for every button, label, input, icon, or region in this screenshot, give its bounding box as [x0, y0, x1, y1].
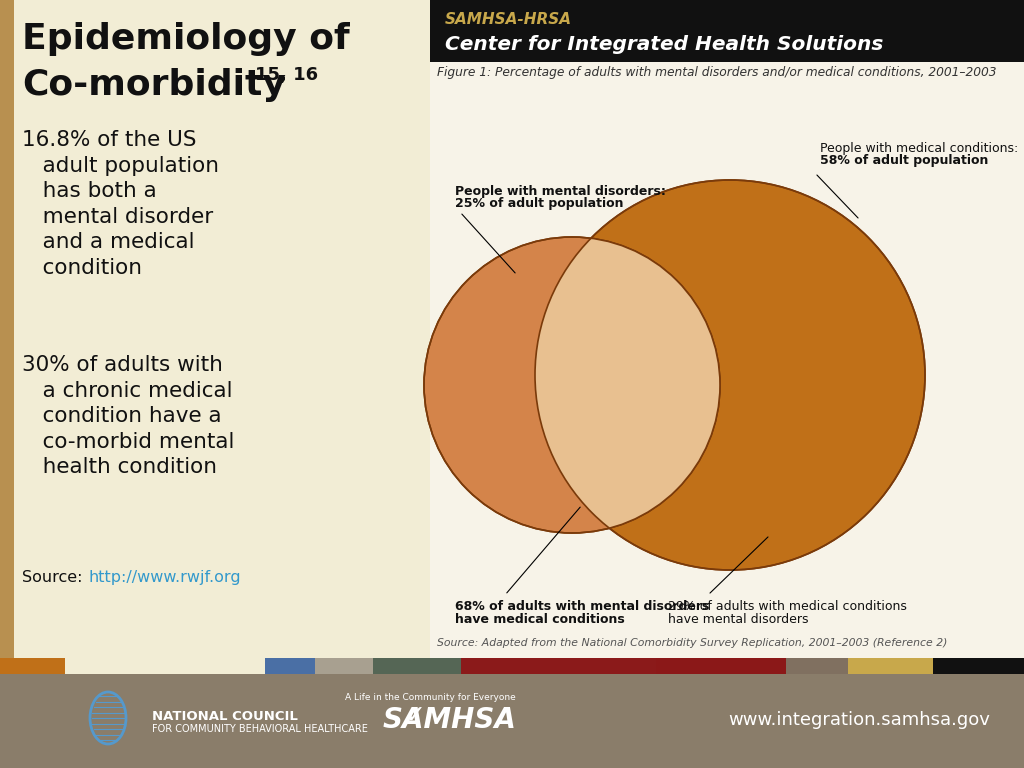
Text: http://www.rwjf.org: http://www.rwjf.org	[88, 570, 241, 585]
Text: 25% of adult population: 25% of adult population	[455, 197, 624, 210]
Bar	[0, 658, 65, 674]
Bar	[0, 0, 14, 658]
Text: SAMHSA: SAMHSA	[383, 706, 517, 734]
Text: Co-morbidity: Co-morbidity	[22, 68, 286, 102]
Text: SAMHSA-HRSA: SAMHSA-HRSA	[445, 12, 572, 28]
Text: Center for Integrated Health Solutions: Center for Integrated Health Solutions	[445, 35, 884, 54]
Bar	[430, 62, 1024, 658]
Text: 29% of adults with medical conditions: 29% of adults with medical conditions	[668, 600, 907, 613]
Text: ✓: ✓	[404, 704, 426, 728]
Bar	[430, 0, 1024, 62]
Bar	[848, 658, 933, 674]
Bar	[933, 658, 1024, 674]
Text: Source:: Source:	[22, 570, 83, 585]
Text: 15, 16: 15, 16	[255, 66, 318, 84]
Bar	[373, 658, 461, 674]
Bar	[265, 658, 315, 674]
Bar	[656, 658, 786, 674]
Text: 68% of adults with mental disorders: 68% of adults with mental disorders	[455, 600, 710, 613]
Circle shape	[535, 180, 925, 570]
Text: NATIONAL COUNCIL: NATIONAL COUNCIL	[152, 710, 298, 723]
Polygon shape	[535, 238, 720, 528]
Text: People with mental disorders:: People with mental disorders:	[455, 185, 666, 198]
Text: Epidemiology of: Epidemiology of	[22, 22, 350, 56]
Bar	[65, 658, 265, 674]
Bar	[461, 658, 656, 674]
Text: A Life in the Community for Everyone: A Life in the Community for Everyone	[345, 693, 515, 702]
Text: www.integration.samhsa.gov: www.integration.samhsa.gov	[728, 711, 990, 729]
Text: 30% of adults with
   a chronic medical
   condition have a
   co-morbid mental
: 30% of adults with a chronic medical con…	[22, 355, 234, 478]
Text: 58% of adult population: 58% of adult population	[820, 154, 988, 167]
Text: Figure 1: Percentage of adults with mental disorders and/or medical conditions, : Figure 1: Percentage of adults with ment…	[437, 66, 996, 79]
Bar	[786, 658, 848, 674]
Text: have mental disorders: have mental disorders	[668, 613, 809, 626]
Text: have medical conditions: have medical conditions	[455, 613, 625, 626]
Text: 16.8% of the US
   adult population
   has both a
   mental disorder
   and a me: 16.8% of the US adult population has bot…	[22, 130, 219, 278]
Bar	[14, 0, 430, 658]
Text: Source: Adapted from the National Comorbidity Survey Replication, 2001–2003 (Ref: Source: Adapted from the National Comorb…	[437, 638, 947, 648]
Text: People with medical conditions:: People with medical conditions:	[820, 142, 1018, 155]
Text: FOR COMMUNITY BEHAVIORAL HEALTHCARE: FOR COMMUNITY BEHAVIORAL HEALTHCARE	[152, 724, 368, 734]
Circle shape	[424, 237, 720, 533]
Bar	[315, 658, 373, 674]
Bar	[0, 674, 1024, 768]
